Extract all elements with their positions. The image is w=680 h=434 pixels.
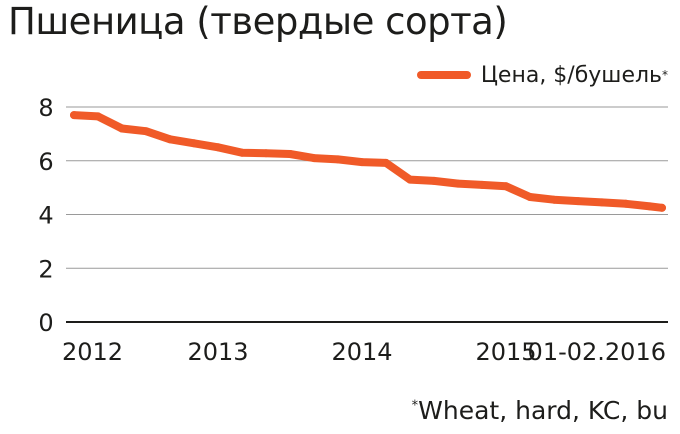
data-point bbox=[334, 155, 342, 164]
data-point bbox=[622, 199, 630, 208]
legend-line-swatch bbox=[416, 71, 471, 79]
y-tick-label-4: 4 bbox=[38, 202, 53, 230]
y-tick-label-2: 2 bbox=[38, 255, 53, 283]
x-tick-label-01-02.2016: 01-02.2016 bbox=[528, 338, 666, 366]
data-point bbox=[406, 175, 414, 184]
data-point bbox=[430, 176, 438, 185]
x-tick-label-2014: 2014 bbox=[331, 338, 392, 366]
legend: Цена, $/бушель * bbox=[416, 62, 668, 88]
data-point bbox=[94, 112, 102, 121]
data-point bbox=[238, 148, 246, 157]
data-point bbox=[478, 180, 486, 189]
chart-title: Пшеница (твердые сорта) bbox=[8, 0, 508, 43]
y-tick-label-8: 8 bbox=[38, 94, 53, 122]
data-point bbox=[262, 149, 270, 158]
data-point bbox=[574, 197, 582, 206]
data-point bbox=[310, 154, 318, 163]
data-point bbox=[454, 179, 462, 188]
x-tick-label-2013: 2013 bbox=[187, 338, 248, 366]
data-point bbox=[658, 203, 666, 212]
series-line-0 bbox=[70, 111, 666, 212]
y-tick-label-6: 6 bbox=[38, 148, 53, 176]
footnote-text: Wheat, hard, KC, bu bbox=[418, 396, 668, 425]
data-point bbox=[526, 193, 534, 201]
data-point bbox=[550, 195, 558, 204]
data-point bbox=[358, 158, 366, 167]
legend-asterisk: * bbox=[662, 68, 668, 82]
data-point bbox=[214, 143, 222, 152]
data-point bbox=[166, 135, 174, 144]
data-point bbox=[286, 150, 294, 158]
y-tick-label-0: 0 bbox=[38, 309, 53, 337]
data-point bbox=[118, 124, 126, 133]
data-point bbox=[382, 158, 390, 167]
footnote-asterisk: * bbox=[411, 398, 419, 414]
x-tick-label-2015: 2015 bbox=[475, 338, 536, 366]
data-point bbox=[190, 139, 198, 148]
legend-label: Цена, $/бушель bbox=[480, 62, 662, 88]
data-point bbox=[502, 182, 510, 191]
data-point bbox=[646, 202, 654, 211]
x-tick-label-2012: 2012 bbox=[62, 338, 123, 366]
footnote: *Wheat, hard, KC, bu bbox=[412, 396, 668, 425]
data-point bbox=[142, 127, 150, 136]
data-point bbox=[598, 198, 606, 207]
data-point bbox=[70, 111, 78, 120]
